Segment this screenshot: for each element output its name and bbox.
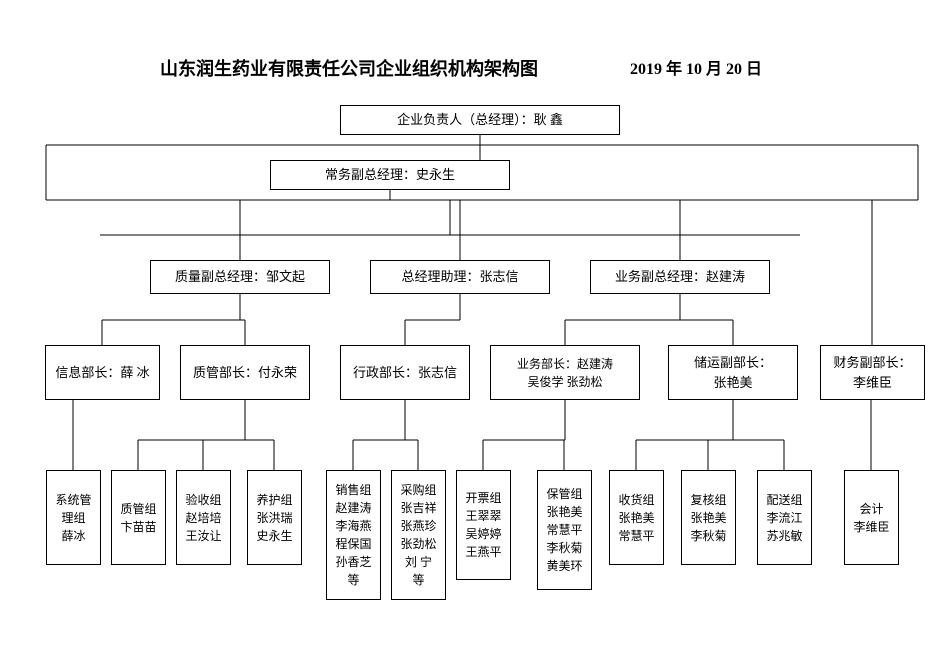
- leaf-check: 复核组 张艳美 李秋菊: [681, 470, 736, 565]
- leaf-sys: 系统管 理组 薛冰: [46, 470, 101, 565]
- leaf-qc: 质管组 卞苗苗: [111, 470, 166, 565]
- leaf-deliv: 配送组 李流江 苏兆敏: [757, 470, 812, 565]
- node-log-dept: 储运副部长： 张艳美: [668, 345, 798, 400]
- node-vp-biz: 业务副总经理：赵建涛: [590, 260, 770, 294]
- leaf-pur: 采购组 张吉祥 张燕珍 张劲松 刘 宁 等: [391, 470, 446, 600]
- leaf-acct: 会计 李维臣: [844, 470, 899, 565]
- chart-title: 山东润生药业有限责任公司企业组织机构架构图: [160, 55, 538, 81]
- node-admin-dept: 行政部长：张志信: [340, 345, 470, 400]
- node-qc-dept: 质管部长：付永荣: [180, 345, 310, 400]
- node-info-dept: 信息部长：薛 冰: [45, 345, 160, 400]
- node-evp: 常务副总经理：史永生: [270, 160, 510, 190]
- chart-date: 2019 年 10 月 20 日: [630, 55, 762, 79]
- node-vp-quality: 质量副总经理：邹文起: [150, 260, 330, 294]
- node-biz-dept: 业务部长：赵建涛 吴俊学 张劲松: [490, 345, 640, 400]
- leaf-maint: 养护组 张洪瑞 史永生: [247, 470, 302, 565]
- leaf-sales: 销售组 赵建涛 李海燕 程保国 孙香芝 等: [326, 470, 381, 600]
- leaf-store: 保管组 张艳美 常慧平 李秋菊 黄美环: [537, 470, 592, 590]
- leaf-recv: 收货组 张艳美 常慧平: [609, 470, 664, 565]
- leaf-inv: 开票组 王翠翠 吴婷婷 王燕平: [456, 470, 511, 580]
- node-ceo: 企业负责人（总经理）：耿 鑫: [340, 105, 620, 135]
- node-gm-assist: 总经理助理：张志信: [370, 260, 550, 294]
- node-fin-dept: 财务副部长： 李维臣: [820, 345, 925, 400]
- leaf-insp: 验收组 赵培培 王汝让: [176, 470, 231, 565]
